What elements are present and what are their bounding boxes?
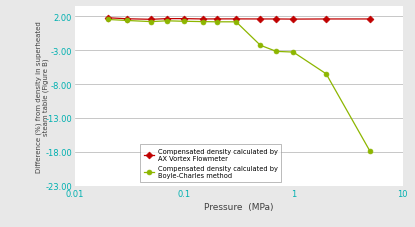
Line: Compensated density calculated by
AX Vortex Flowmeter: Compensated density calculated by AX Vor… [105, 16, 372, 23]
Compensated density calculated by
AX Vortex Flowmeter [367, 19, 372, 21]
Compensated density calculated by
Boyle-Charles method [367, 150, 372, 152]
Compensated density calculated by
Boyle-Charles method [324, 73, 329, 76]
Legend: Compensated density calculated by
AX Vortex Flowmeter, Compensated density calcu: Compensated density calculated by AX Vor… [140, 145, 281, 183]
Y-axis label: Difference (%) from density in superheated
steam table (Figure B): Difference (%) from density in superheat… [35, 21, 49, 172]
Compensated density calculated by
AX Vortex Flowmeter [149, 19, 154, 22]
Compensated density calculated by
AX Vortex Flowmeter [234, 18, 239, 21]
Compensated density calculated by
AX Vortex Flowmeter [124, 18, 129, 21]
Compensated density calculated by
AX Vortex Flowmeter [181, 18, 186, 21]
Compensated density calculated by
AX Vortex Flowmeter [274, 19, 279, 21]
Compensated density calculated by
Boyle-Charles method [181, 21, 186, 24]
Compensated density calculated by
AX Vortex Flowmeter [201, 19, 206, 21]
Compensated density calculated by
Boyle-Charles method [165, 20, 170, 23]
Compensated density calculated by
Boyle-Charles method [124, 20, 129, 23]
Compensated density calculated by
AX Vortex Flowmeter [258, 19, 263, 21]
Compensated density calculated by
Boyle-Charles method [201, 21, 206, 24]
X-axis label: Pressure  (MPa): Pressure (MPa) [204, 202, 273, 211]
Compensated density calculated by
Boyle-Charles method [105, 19, 110, 22]
Compensated density calculated by
Boyle-Charles method [291, 52, 296, 54]
Compensated density calculated by
Boyle-Charles method [215, 21, 220, 24]
Compensated density calculated by
AX Vortex Flowmeter [324, 19, 329, 21]
Compensated density calculated by
AX Vortex Flowmeter [291, 19, 296, 21]
Compensated density calculated by
Boyle-Charles method [274, 51, 279, 54]
Compensated density calculated by
Boyle-Charles method [258, 45, 263, 47]
Line: Compensated density calculated by
Boyle-Charles method: Compensated density calculated by Boyle-… [105, 18, 372, 153]
Compensated density calculated by
AX Vortex Flowmeter [215, 18, 220, 21]
Compensated density calculated by
Boyle-Charles method [149, 21, 154, 24]
Compensated density calculated by
Boyle-Charles method [234, 21, 239, 24]
Compensated density calculated by
AX Vortex Flowmeter [105, 17, 110, 20]
Compensated density calculated by
AX Vortex Flowmeter [165, 18, 170, 21]
